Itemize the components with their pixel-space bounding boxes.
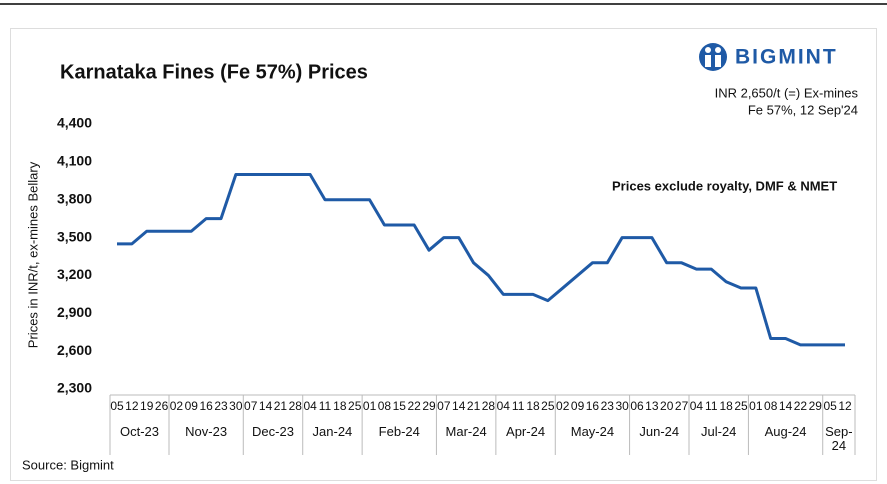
price-line <box>117 172 845 347</box>
x-tick-label: 20 <box>660 399 674 413</box>
y-tick-label: 3,500 <box>57 228 92 244</box>
y-tick-label: 3,800 <box>57 190 92 206</box>
annotation: INR 2,650/t (=) Ex-mines <box>715 85 859 100</box>
x-tick-label: 18 <box>526 399 540 413</box>
y-axis-label: Prices in INR/t, ex-mines Bellary <box>25 161 40 348</box>
x-tick-label: 19 <box>140 399 154 413</box>
annotation: Fe 57%, 12 Sep'24 <box>748 102 858 117</box>
x-tick-label: 28 <box>482 399 496 413</box>
y-tick-label: 2,300 <box>57 380 92 396</box>
card <box>10 28 877 481</box>
note: Prices exclude royalty, DMF & NMET <box>612 178 837 193</box>
x-tick-label: 25 <box>348 399 362 413</box>
x-tick-label: 07 <box>244 399 258 413</box>
x-tick-label: 11 <box>319 399 332 413</box>
y-tick-label: 4,100 <box>57 153 92 169</box>
brand: BIGMINT <box>735 46 838 69</box>
x-tick-label: 26 <box>155 399 169 413</box>
x-tick-label: 25 <box>541 399 555 413</box>
x-tick-label: 02 <box>170 399 184 413</box>
x-tick-label: 05 <box>110 399 124 413</box>
month-label: Dec-23 <box>252 424 294 439</box>
month-label: Aug-24 <box>764 424 807 439</box>
x-tick-label: 18 <box>333 399 347 413</box>
x-tick-label: 15 <box>393 399 407 413</box>
x-tick-label: 16 <box>199 399 213 413</box>
x-tick-label: 09 <box>571 399 585 413</box>
month-label: Nov-23 <box>185 424 228 439</box>
x-tick-label: 04 <box>303 399 317 413</box>
logo-icon <box>699 43 727 71</box>
x-tick-label: 08 <box>764 399 778 413</box>
x-tick-label: 16 <box>586 399 600 413</box>
x-tick-label: 01 <box>749 399 763 413</box>
x-tick-label: 25 <box>734 399 748 413</box>
x-tick-label: 05 <box>823 399 837 413</box>
month-label: Jun-24 <box>639 424 680 439</box>
month-label: Jul-24 <box>701 424 737 439</box>
x-tick-label: 28 <box>289 399 303 413</box>
month-label: Mar-24 <box>445 424 487 439</box>
x-tick-label: 06 <box>630 399 644 413</box>
x-tick-label: 27 <box>675 399 689 413</box>
x-tick-label: 04 <box>690 399 704 413</box>
month-label: Jan-24 <box>312 424 353 439</box>
x-tick-label: 29 <box>422 399 436 413</box>
chart-title: Karnataka Fines (Fe 57%) Prices <box>60 61 368 83</box>
x-tick-label: 21 <box>274 399 288 413</box>
x-tick-label: 29 <box>809 399 823 413</box>
x-tick-label: 01 <box>363 399 377 413</box>
x-tick-label: 04 <box>497 399 511 413</box>
x-tick-label: 14 <box>452 399 466 413</box>
x-tick-label: 12 <box>125 399 139 413</box>
month-label: May-24 <box>570 424 615 439</box>
x-tick-label: 09 <box>185 399 199 413</box>
month-label: Oct-23 <box>119 424 159 439</box>
x-tick-label: 18 <box>719 399 733 413</box>
x-tick-label: 07 <box>437 399 451 413</box>
x-tick-label: 14 <box>779 399 793 413</box>
y-tick-label: 4,400 <box>57 115 92 131</box>
x-tick-label: 23 <box>601 399 615 413</box>
x-tick-label: 22 <box>794 399 808 413</box>
x-tick-label: 02 <box>556 399 570 413</box>
x-tick-label: 08 <box>378 399 392 413</box>
source: Source: Bigmint <box>22 457 114 472</box>
x-tick-label: 11 <box>512 399 525 413</box>
x-tick-label: 30 <box>615 399 629 413</box>
x-tick-label: 12 <box>838 399 852 413</box>
x-tick-label: 11 <box>705 399 718 413</box>
x-tick-label: 23 <box>214 399 228 413</box>
month-label: Apr-24 <box>506 424 546 439</box>
x-tick-label: 21 <box>467 399 481 413</box>
month-label: Feb-24 <box>378 424 420 439</box>
month-label: Sep-24 <box>825 424 853 453</box>
y-tick-label: 2,900 <box>57 304 92 320</box>
y-tick-label: 2,600 <box>57 342 92 358</box>
y-tick-label: 3,200 <box>57 266 92 282</box>
x-tick-label: 22 <box>407 399 421 413</box>
x-tick-label: 13 <box>645 399 659 413</box>
x-tick-label: 14 <box>259 399 273 413</box>
x-tick-label: 30 <box>229 399 243 413</box>
